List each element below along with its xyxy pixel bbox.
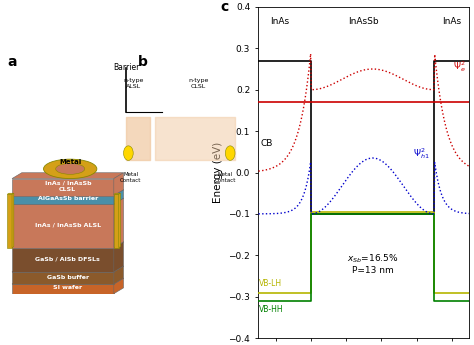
Y-axis label: Energy (eV): Energy (eV) [213,142,223,203]
Polygon shape [12,242,124,248]
Polygon shape [12,193,14,248]
Polygon shape [12,272,114,284]
Ellipse shape [55,164,85,174]
Text: VB-LH: VB-LH [259,279,283,288]
Text: InAs: InAs [270,17,289,26]
Text: $\Psi_{h1}^2$: $\Psi_{h1}^2$ [413,146,430,161]
Polygon shape [12,173,124,179]
Text: InAs / InAsSb ALSL: InAs / InAsSb ALSL [35,223,101,227]
Polygon shape [12,190,124,196]
Text: Metal: Metal [59,159,82,165]
Polygon shape [114,173,124,196]
Polygon shape [12,266,124,272]
Polygon shape [12,278,124,284]
Polygon shape [12,179,114,196]
Text: c: c [220,0,229,14]
Text: Barrier: Barrier [113,63,139,72]
Text: n-type
ALSL: n-type ALSL [123,78,144,89]
Polygon shape [7,193,14,194]
Polygon shape [118,193,120,248]
Text: GaSb / AlSb DFSLs: GaSb / AlSb DFSLs [36,256,100,262]
Text: Metal
Contact: Metal Contact [120,172,141,183]
Ellipse shape [44,159,97,179]
Polygon shape [12,196,114,204]
Polygon shape [12,248,114,272]
Polygon shape [12,284,114,294]
Text: SI wafer: SI wafer [53,285,82,290]
Text: $x_{Sb}$=16.5%
P=13 nm: $x_{Sb}$=16.5% P=13 nm [347,252,399,275]
Text: b: b [138,55,148,69]
Text: AlGaAsSb barrier: AlGaAsSb barrier [37,196,98,201]
Text: VB-HH: VB-HH [259,305,284,314]
Ellipse shape [124,146,133,160]
Polygon shape [12,204,114,248]
Text: n-type
CLSL: n-type CLSL [189,78,209,89]
Polygon shape [7,194,12,248]
Text: GaSb buffer: GaSb buffer [47,275,89,279]
Text: Metal
Contact: Metal Contact [215,172,236,183]
Text: InAs / InAsSb
CLSL: InAs / InAsSb CLSL [45,181,91,191]
Polygon shape [114,194,118,248]
Text: $\Psi_e^2$: $\Psi_e^2$ [454,59,466,75]
Polygon shape [114,198,124,248]
Ellipse shape [225,146,235,160]
Text: InAs: InAs [442,17,461,26]
Text: CB: CB [260,139,273,148]
Polygon shape [114,242,124,272]
Polygon shape [114,190,124,204]
Text: a: a [7,55,17,69]
Polygon shape [114,193,120,194]
Text: InAsSb: InAsSb [348,17,379,26]
Polygon shape [12,198,124,204]
Polygon shape [114,266,124,284]
Polygon shape [114,278,124,294]
